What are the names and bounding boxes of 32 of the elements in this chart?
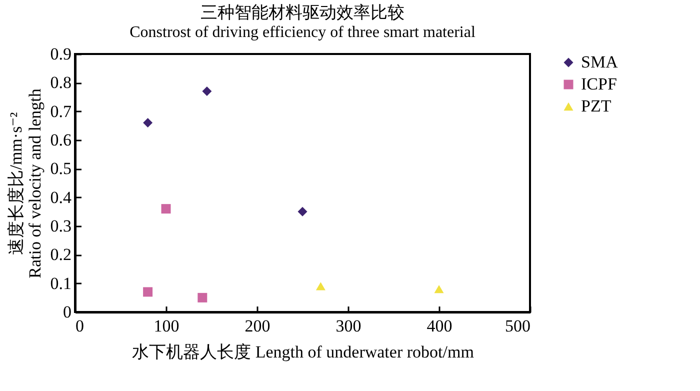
- chart-title: 三种智能材料驱动效率比较: [200, 3, 404, 22]
- y-tick-label: 0.4: [50, 188, 72, 207]
- y-tick-label: 0.3: [50, 216, 72, 236]
- point: [161, 204, 171, 214]
- point: [143, 118, 153, 128]
- point: [434, 284, 444, 294]
- y-tick-label: 0.9: [50, 44, 72, 64]
- y-tick-label: 0.2: [50, 245, 72, 264]
- point: [198, 292, 208, 302]
- point: [316, 282, 326, 290]
- legend-label: ICPF: [581, 74, 617, 94]
- chart-subtitle: Constrost of driving efficiency of three smart material: [130, 24, 476, 41]
- y-tick-label: 0.5: [50, 159, 72, 178]
- x-tick-label: 100: [154, 316, 180, 336]
- legend-label: PZT: [581, 96, 612, 116]
- text: 速度长度比/mm·s⁻²: [6, 112, 26, 255]
- x-tick-label: 200: [244, 316, 270, 336]
- point: [143, 287, 153, 297]
- x-axis-title: 水下机器人长度 Length of underwater robot/mm: [132, 342, 474, 362]
- x-tick-label: 300: [336, 316, 362, 336]
- x-tick-label: 500: [505, 316, 530, 336]
- legend-label: SMA: [581, 52, 619, 72]
- point: [202, 86, 212, 96]
- y-tick-label: 0: [63, 302, 72, 322]
- x-tick-label: 400: [426, 316, 452, 336]
- point: [298, 206, 308, 216]
- text: Ratio of velocity and length: [25, 88, 44, 278]
- y-tick-label: 0.8: [50, 73, 72, 92]
- y-tick-label: 0.6: [50, 130, 72, 150]
- y-tick-label: 0.1: [50, 274, 72, 293]
- x-tick-label: 0: [76, 316, 84, 336]
- y-tick-label: 0.7: [50, 102, 72, 121]
